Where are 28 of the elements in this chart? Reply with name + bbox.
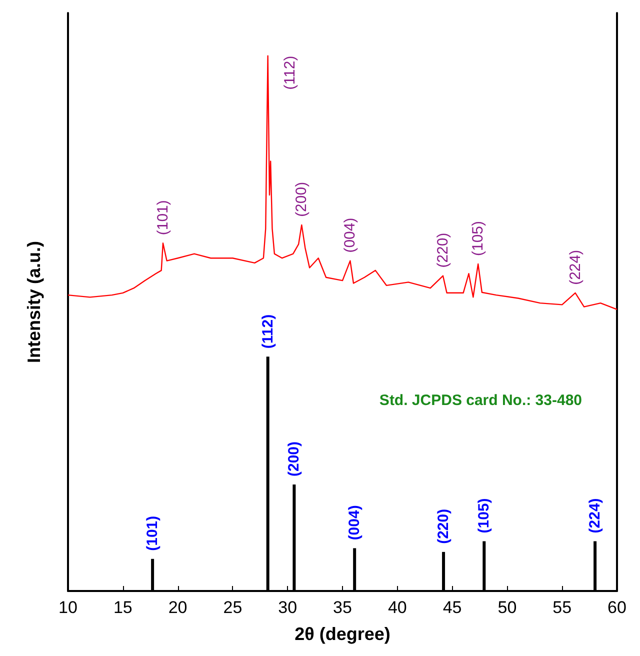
annotation: (105): [476, 498, 493, 534]
annotation: (220): [435, 508, 452, 544]
x-tick-label: 30: [278, 598, 298, 617]
x-tick-label: 35: [333, 598, 352, 617]
annotation: (200): [286, 441, 303, 476]
annotation: (112): [281, 56, 298, 90]
annotation: (224): [566, 250, 584, 285]
annotation: (105): [470, 220, 487, 256]
annotation: (200): [293, 182, 310, 217]
x-tick-label: 40: [388, 598, 407, 617]
annotation: (101): [144, 516, 162, 551]
x-tick-label: 15: [113, 598, 132, 617]
annotation: (112): [259, 314, 276, 349]
x-tick-label: 45: [442, 598, 462, 617]
annotation: Std. JCPDS card No.: 33-480: [379, 392, 582, 409]
annotation: (224): [586, 498, 604, 534]
annotation: (004): [342, 218, 359, 253]
x-axis-title: 2θ (degree): [294, 624, 390, 644]
x-tick-label: 60: [608, 598, 626, 617]
annotation: (004): [346, 505, 364, 540]
x-tick-label: 25: [223, 598, 242, 617]
y-axis-title: Intensity (a.u.): [24, 240, 44, 364]
annotation: (101): [154, 200, 172, 236]
annotation: (220): [434, 232, 452, 268]
x-tick-label: 10: [58, 598, 78, 617]
x-tick-label: 55: [552, 598, 572, 617]
x-tick-label: 20: [168, 598, 188, 617]
x-tick-label: 50: [498, 598, 517, 617]
